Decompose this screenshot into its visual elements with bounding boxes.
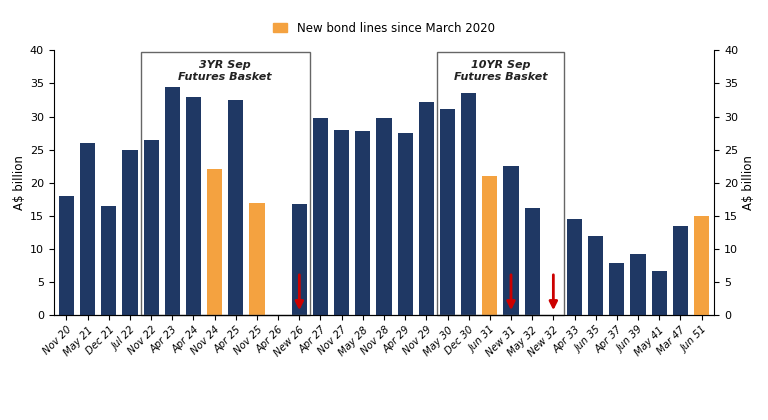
Bar [673, 226, 688, 315]
Bar [482, 176, 498, 315]
Bar [631, 254, 646, 315]
Bar [419, 102, 434, 315]
Bar [228, 100, 243, 315]
Bar [376, 118, 392, 315]
Bar [398, 133, 412, 315]
Bar [440, 109, 455, 315]
Bar [334, 130, 349, 315]
Bar [437, 52, 564, 315]
Y-axis label: A$ billion: A$ billion [13, 155, 26, 210]
Bar [250, 202, 265, 315]
Bar [186, 97, 201, 315]
Bar [694, 216, 709, 315]
Bar [461, 93, 476, 315]
Legend: New bond lines since March 2020: New bond lines since March 2020 [273, 22, 495, 35]
Bar [503, 166, 518, 315]
Bar [144, 140, 159, 315]
Bar [122, 150, 137, 315]
Bar [59, 196, 74, 315]
Bar [313, 118, 328, 315]
Bar [567, 219, 582, 315]
Bar [164, 87, 180, 315]
Bar [651, 270, 667, 315]
Bar [525, 208, 540, 315]
Text: 3YR Sep
Futures Basket: 3YR Sep Futures Basket [178, 60, 272, 82]
Bar [207, 169, 222, 315]
Bar [292, 204, 307, 315]
Bar [80, 143, 95, 315]
Bar [356, 131, 370, 315]
Y-axis label: A$ billion: A$ billion [742, 155, 755, 210]
Text: 10YR Sep
Futures Basket: 10YR Sep Futures Basket [454, 60, 548, 82]
Bar [101, 206, 117, 315]
Bar [588, 236, 604, 315]
Bar [141, 52, 310, 315]
Bar [609, 263, 624, 315]
